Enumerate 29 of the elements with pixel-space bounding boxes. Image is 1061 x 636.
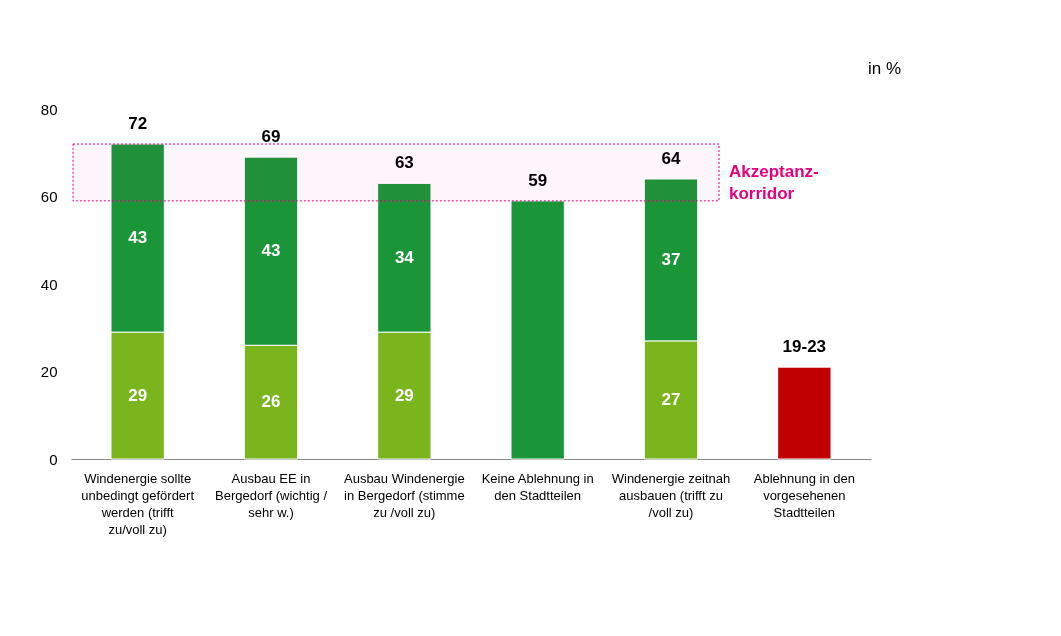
total-label: 19-23 — [782, 337, 827, 357]
data-label: 34 — [394, 247, 415, 267]
x-tick-label: Ablehnung in den vorgesehenen Stadtteilen — [753, 471, 855, 520]
total-label: 72 — [128, 114, 148, 133]
data-label: 43 — [261, 241, 281, 261]
data-label: 29 — [394, 385, 414, 405]
data-label: 37 — [661, 249, 681, 269]
y-tick-label: 40 — [40, 275, 58, 293]
x-tick-label: Keine Ablehnung in den Stadtteilen — [481, 471, 594, 503]
bar — [510, 200, 565, 460]
x-tick-label: Windenergie sollte unbedingt gefördert werden (trifft zu/voll zu) — [81, 471, 195, 537]
data-label: 43 — [128, 228, 148, 248]
x-tick-label: Ausbau EE in Bergedorf (wichtig / sehr w.) — [215, 471, 328, 520]
data-label: 26 — [261, 392, 281, 412]
y-tick-label: 60 — [40, 188, 58, 205]
x-tick-label: Ausbau Windenergie in Bergedorf (stimme zu /voll zu) — [343, 471, 465, 520]
bar — [777, 366, 832, 460]
y-tick-label: 80 — [40, 100, 58, 118]
text: in % — [867, 59, 901, 78]
y-tick-label: 20 — [40, 363, 58, 380]
data-label: 27 — [661, 389, 681, 409]
total-label: 69 — [261, 127, 281, 147]
data-label: 29 — [128, 385, 148, 405]
y-tick-label: 0 — [49, 450, 58, 468]
band-label: Akzeptanz-korridor — [729, 162, 819, 204]
x-tick-label: Windenergie zeitnah ausbauen (trifft zu /voll zu) — [611, 471, 731, 520]
total-label: 64 — [661, 149, 681, 168]
total-label: 59 — [528, 170, 548, 190]
total-label: 63 — [394, 153, 414, 173]
